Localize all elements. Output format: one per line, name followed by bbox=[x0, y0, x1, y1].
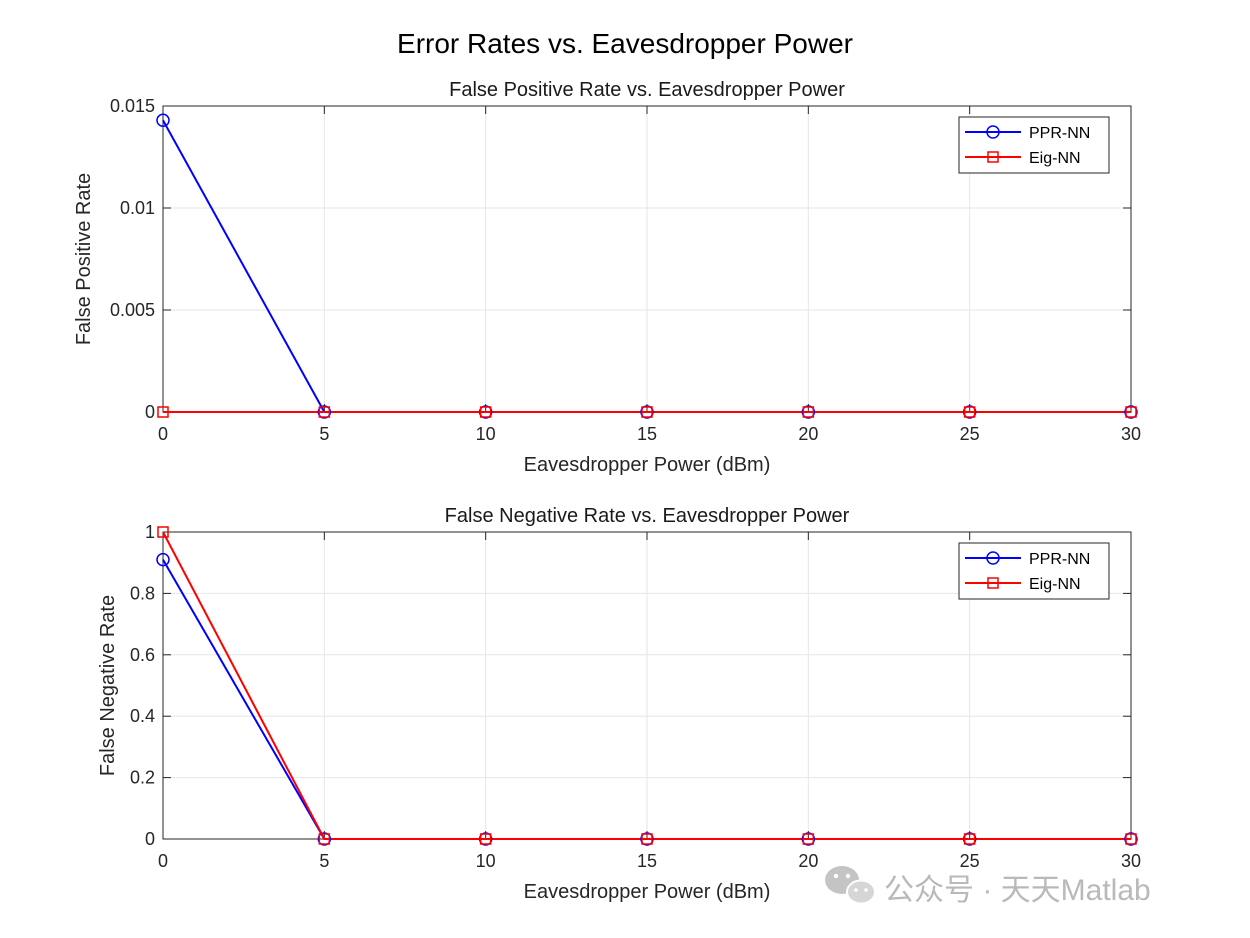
chart0-x-axis-label: Eavesdropper Power (dBm) bbox=[524, 454, 771, 476]
chart0-point-ppr-nn bbox=[317, 405, 332, 419]
chart1-title: False Negative Rate vs. Eavesdropper Pow… bbox=[445, 505, 850, 527]
chart0-point-eig-nn bbox=[479, 406, 492, 418]
chart0-point-eig-nn bbox=[802, 406, 815, 418]
chart1-series-line-eig-nn bbox=[162, 531, 1131, 840]
chart0-y-tick-label: 0 bbox=[145, 402, 155, 422]
chart0-legend-label: Eig-NN bbox=[1029, 150, 1081, 167]
chart1-point-ppr-nn bbox=[801, 832, 816, 846]
chart1-legend: PPR-NN Eig-NN bbox=[958, 542, 1110, 600]
wechat-icon bbox=[825, 866, 876, 905]
chart0-point-ppr-nn bbox=[640, 405, 654, 419]
chart0-x-tick-label: 20 bbox=[798, 424, 818, 444]
chart1-point-ppr-nn bbox=[640, 832, 654, 846]
chart1-point-ppr-nn bbox=[317, 832, 332, 846]
chart0-x-tick-label: 5 bbox=[319, 424, 329, 444]
chart1-y-tick-label: 0.8 bbox=[130, 583, 155, 603]
chart0-point-eig-nn bbox=[963, 406, 976, 418]
chart1-y-axis-label: False Negative Rate bbox=[97, 595, 119, 776]
chart1-x-tick-label: 0 bbox=[158, 851, 168, 871]
watermark: 公众号 · 天天Matlab bbox=[825, 866, 1151, 907]
chart1-point-ppr-nn bbox=[962, 832, 977, 846]
chart0-point-ppr-nn bbox=[801, 405, 816, 419]
chart1-x-tick-label: 15 bbox=[637, 851, 657, 871]
chart1-legend-label: PPR-NN bbox=[1029, 551, 1090, 568]
chart1-point-eig-nn bbox=[1125, 833, 1137, 845]
chart0-legend-box bbox=[958, 116, 1110, 174]
chart0-x-tick-label: 10 bbox=[476, 424, 496, 444]
chart1-point-eig-nn bbox=[802, 833, 815, 845]
chart0-x-tick-label: 25 bbox=[960, 424, 980, 444]
chart1-point-eig-nn bbox=[318, 833, 331, 845]
chart0-point-eig-nn bbox=[318, 406, 331, 418]
chart1-legend-marker-circle-icon bbox=[986, 551, 1000, 565]
chart0-x-tick-label: 30 bbox=[1121, 424, 1141, 444]
chart1-legend-marker-square-icon bbox=[987, 577, 999, 589]
chart1-x-tick-label: 25 bbox=[960, 851, 980, 871]
chart0-point-eig-nn bbox=[641, 406, 653, 418]
chart1-y-tick-label: 0.6 bbox=[130, 645, 155, 665]
chart0-legend-marker-circle-icon bbox=[986, 125, 1000, 139]
chart1-x-tick-label: 10 bbox=[476, 851, 496, 871]
chart1-point-ppr-nn bbox=[1124, 832, 1138, 846]
chart1-y-tick-label: 0.2 bbox=[130, 768, 155, 788]
chart0-x-tick-label: 0 bbox=[158, 424, 168, 444]
chart0-y-tick-label: 0.01 bbox=[120, 198, 155, 218]
chart1-point-eig-nn bbox=[157, 526, 169, 538]
chart0-title: False Positive Rate vs. Eavesdropper Pow… bbox=[449, 79, 845, 101]
chart0-legend-label: PPR-NN bbox=[1029, 125, 1090, 142]
chart1-point-eig-nn bbox=[641, 833, 653, 845]
chart0-point-ppr-nn bbox=[478, 405, 493, 419]
chart0-x-tick-label: 15 bbox=[637, 424, 657, 444]
chart-false-positive-rate: 0 5 10 15 20 25 30 0 0.005 0.01 0.015 False Positiv… bbox=[73, 79, 1141, 476]
chart1-x-tick-label: 5 bbox=[319, 851, 329, 871]
chart1-x-tick-label: 30 bbox=[1121, 851, 1141, 871]
chart0-point-eig-nn bbox=[157, 406, 169, 418]
chart0-point-ppr-nn bbox=[962, 405, 977, 419]
chart0-legend-marker-square-icon bbox=[987, 151, 999, 163]
chart0-point-ppr-nn bbox=[156, 113, 170, 128]
chart1-y-tick-label: 0.4 bbox=[130, 706, 155, 726]
watermark-text: 公众号 · 天天Matlab bbox=[884, 874, 1151, 907]
chart1-legend-label: Eig-NN bbox=[1029, 576, 1081, 593]
chart1-x-tick-label: 20 bbox=[798, 851, 818, 871]
chart1-legend-box bbox=[958, 542, 1110, 600]
chart1-point-ppr-nn bbox=[156, 552, 170, 567]
chart1-y-tick-label: 0 bbox=[145, 829, 155, 849]
chart0-y-tick-label: 0.005 bbox=[110, 300, 155, 320]
chart0-point-eig-nn bbox=[1125, 406, 1137, 418]
chart1-point-eig-nn bbox=[963, 833, 976, 845]
chart1-point-ppr-nn bbox=[478, 832, 493, 846]
chart0-y-tick-label: 0.015 bbox=[110, 96, 155, 116]
chart1-y-tick-label: 1 bbox=[145, 522, 155, 542]
chart-false-negative-rate: 0 5 10 15 20 25 30 0 0.2 0.4 0.6 0.8 1 False Negative… bbox=[97, 505, 1141, 903]
chart1-point-eig-nn bbox=[479, 833, 492, 845]
chart0-point-ppr-nn bbox=[1124, 405, 1138, 419]
chart1-x-axis-label: Eavesdropper Power (dBm) bbox=[524, 881, 771, 903]
chart0-y-axis-label: False Positive Rate bbox=[73, 173, 95, 345]
chart0-legend: PPR-NN Eig-NN bbox=[958, 116, 1110, 174]
figure-title: Error Rates vs. Eavesdropper Power bbox=[397, 28, 853, 59]
